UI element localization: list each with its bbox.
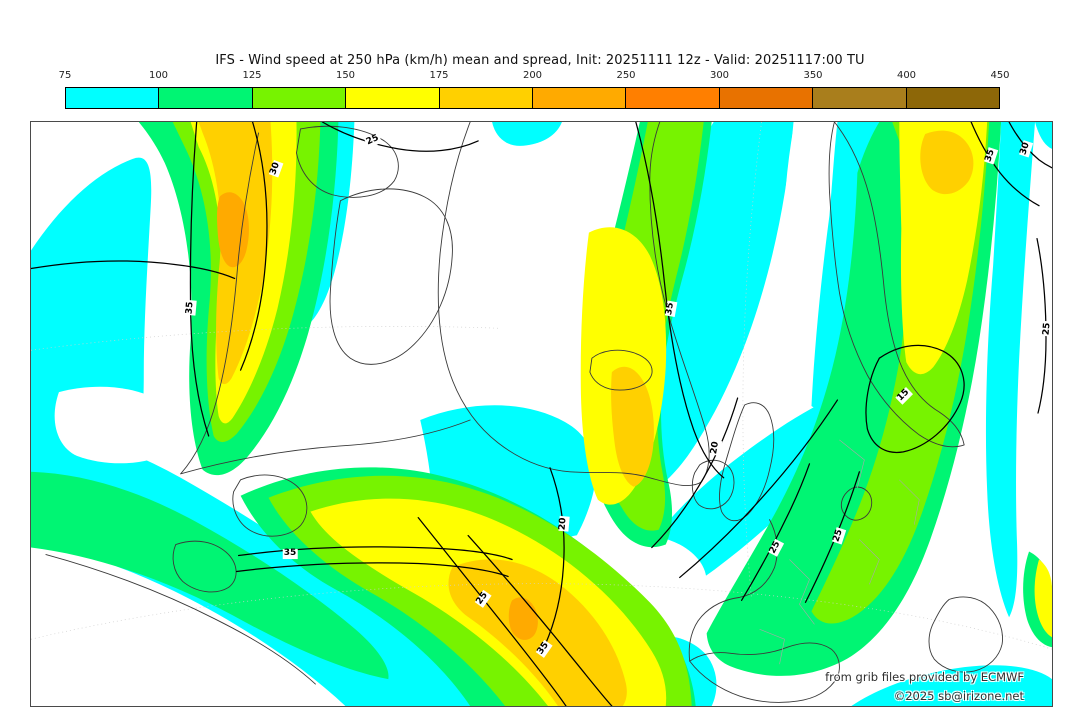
colorbar-tick: 200: [522, 70, 543, 81]
colorbar-segment-250-300: [625, 88, 719, 108]
colorbar-tick: 450: [990, 70, 1010, 81]
wind-speed-map-svg: [31, 122, 1052, 706]
contour-label: 20: [557, 516, 570, 532]
credit-line-1: from grib files provided by ECMWF: [825, 670, 1024, 684]
colorbar-tick: 250: [616, 70, 636, 81]
contour-label: 25: [1041, 321, 1053, 337]
page-title: IFS - Wind speed at 250 hPa (km/h) mean …: [215, 53, 865, 68]
wind-speed-fill-layer: [31, 122, 1052, 706]
coastlines-layer: [45, 122, 1003, 703]
map-credits: from grib files provided by ECMWF ©2025 …: [825, 668, 1024, 706]
colorbar-segment-150-175: [345, 88, 439, 108]
colorbar-segment-400-450: [905, 88, 1000, 108]
map-canvas: 30 35 25 35 20 20 35 25 35 15 25 25 35 30 25 from grib…: [30, 121, 1053, 707]
colorbar-tick: 150: [335, 70, 356, 81]
colorbar-tick: 100: [148, 70, 169, 81]
country-borders-layer: [759, 439, 920, 665]
contour-label: 35: [184, 300, 197, 316]
colorbar-tick: 300: [709, 70, 730, 81]
graticule-layer: [31, 122, 1052, 650]
colorbar-segment-200-250: [532, 88, 626, 108]
colorbar-tick: 175: [429, 70, 449, 81]
colorbar-bar: [65, 87, 1000, 109]
colorbar: 75 100 125 150 175 200 250 300 350 400 450: [59, 70, 1010, 109]
spread-contours-layer: [31, 122, 1052, 706]
colorbar-segment-350-400: [812, 88, 906, 108]
colorbar-ticks: 75 100 125 150 175 200 250 300 350 400 450: [59, 70, 1010, 87]
colorbar-tick: 350: [803, 70, 823, 81]
colorbar-segment-175-200: [438, 88, 533, 108]
colorbar-segment-100-125: [158, 88, 252, 108]
credit-line-2: ©2025 sb@irizone.net: [893, 689, 1024, 703]
colorbar-tick: 75: [58, 70, 72, 81]
contour-label: 35: [282, 548, 298, 559]
colorbar-segment-125-150: [251, 88, 346, 108]
colorbar-tick: 400: [896, 70, 917, 81]
colorbar-tick: 125: [242, 70, 262, 81]
colorbar-segment-300-350: [718, 88, 813, 108]
colorbar-segment-75-100: [66, 88, 159, 108]
